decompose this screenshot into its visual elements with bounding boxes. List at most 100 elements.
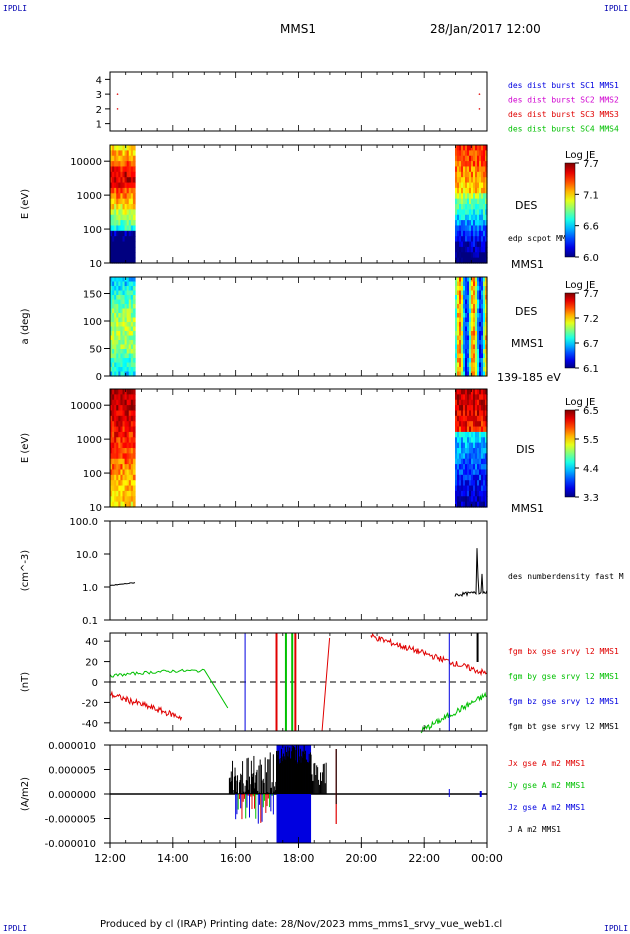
panel-side-label: MMS1 — [511, 502, 544, 515]
y-tick-label: -0.000010 — [45, 839, 96, 850]
colorbar — [564, 292, 576, 369]
spectrogram-3 — [110, 389, 488, 508]
panel-side-label: edp scpot MMS1 — [508, 234, 576, 243]
corner-label-bottom-right: IPDLI — [604, 924, 629, 933]
colorbar-tick-label: 6.0 — [583, 253, 599, 264]
y-tick-label: 0.1 — [82, 616, 98, 627]
legend-field: fgm bz gse srvy l2 MMS1 — [508, 697, 619, 706]
colorbar — [564, 162, 576, 258]
y-tick-label: 0.000010 — [48, 741, 96, 752]
colorbar-tick-label: 7.2 — [583, 314, 599, 325]
y-tick-label: 2 — [96, 105, 102, 116]
colorbar-tick-label: 4.4 — [583, 464, 599, 475]
spectrogram-1 — [110, 145, 488, 264]
legend-field: fgm bx gse srvy l2 MMS1 — [508, 647, 619, 656]
y-tick-label: 10000 — [70, 157, 102, 168]
colorbar-tick-label: 6.6 — [583, 222, 599, 233]
colorbar-tick-label: 7.7 — [583, 159, 599, 170]
legend-burst: des dist burst SC1 MMS1 — [508, 81, 619, 90]
y-tick-label: 0 — [92, 678, 98, 689]
panel-frame-0 — [109, 71, 488, 132]
y-axis-label: E (eV) — [20, 433, 31, 463]
series-bx-late — [370, 633, 487, 677]
y-tick-label: 1000 — [77, 191, 102, 202]
y-tick-label: 0 — [96, 372, 102, 383]
y-axis-label: (A/m2) — [20, 777, 31, 811]
series-bx-early — [109, 690, 183, 721]
colorbar-tick-label: 7.1 — [583, 190, 599, 201]
y-tick-label: 150 — [83, 290, 102, 301]
series-by-early — [109, 668, 229, 709]
y-tick-label: 10.0 — [76, 550, 98, 561]
colorbar-title: Log JE — [565, 397, 595, 408]
legend-current: Jz gse A m2 MMS1 — [508, 803, 585, 812]
legend-burst: des dist burst SC2 MMS2 — [508, 96, 619, 105]
y-tick-label: 0.000005 — [48, 766, 96, 777]
x-tick-label: 00:00 — [471, 852, 503, 865]
series-by-late — [420, 691, 487, 734]
page-title: MMS1 — [280, 22, 316, 36]
colorbar-tick-label: 3.3 — [583, 493, 599, 504]
y-tick-label: 50 — [89, 345, 102, 356]
panel-frame-3 — [109, 388, 488, 508]
panel-frame-1 — [109, 144, 488, 264]
y-tick-label: 40 — [85, 637, 98, 648]
y-axis-label: E (eV) — [20, 189, 31, 219]
y-axis-label: (nT) — [20, 672, 31, 692]
x-tick-label: 22:00 — [408, 852, 440, 865]
x-tick-label: 12:00 — [94, 852, 126, 865]
colorbar-title: Log JE — [565, 280, 595, 291]
panel-side-label: DES — [515, 305, 537, 318]
legend-current: Jy gse A m2 MMS1 — [508, 781, 585, 790]
legend-current: J A m2 MMS1 — [508, 825, 561, 834]
y-tick-label: 10 — [89, 503, 102, 514]
y-tick-label: 1 — [96, 120, 102, 131]
y-tick-label: 10000 — [70, 401, 102, 412]
y-tick-label: 100 — [83, 225, 102, 236]
burst-point — [116, 93, 119, 95]
burst-point — [116, 108, 119, 110]
y-tick-label: 100 — [83, 317, 102, 328]
corner-label-top-right: IPDLI — [604, 4, 629, 13]
series-bx-rise — [321, 637, 331, 732]
y-tick-label: -0.000005 — [45, 815, 96, 826]
y-tick-label: -40 — [82, 719, 98, 730]
colorbar-tick-label: 6.5 — [583, 406, 599, 417]
footer-text: Produced by cl (IRAP) Printing date: 28/… — [100, 919, 503, 930]
legend-burst: des dist burst SC4 MMS4 — [508, 125, 619, 134]
density-series-2 — [454, 548, 488, 597]
y-tick-label: 3 — [96, 90, 102, 101]
corner-label-top-left: IPDLI — [3, 4, 28, 13]
x-tick-label: 18:00 — [283, 852, 315, 865]
x-tick-label: 20:00 — [345, 852, 377, 865]
legend-field: fgm by gse srvy l2 MMS1 — [508, 672, 619, 681]
panel-side-label: MMS1 — [511, 258, 544, 271]
panel-side-label: DIS — [516, 443, 535, 456]
panel-side-label: DES — [515, 199, 537, 212]
y-tick-label: 0.000000 — [48, 790, 96, 801]
colorbar-tick-label: 7.7 — [583, 289, 599, 300]
y-axis-label: a (deg) — [20, 308, 31, 344]
y-tick-label: 10 — [89, 259, 102, 270]
panel-side-label: MMS1 — [511, 337, 544, 350]
x-tick-label: 14:00 — [157, 852, 189, 865]
legend-current: Jx gse A m2 MMS1 — [508, 759, 585, 768]
panel-frame-4 — [109, 520, 488, 621]
y-tick-label: 100.0 — [69, 517, 98, 528]
colorbar-tick-label: 5.5 — [583, 435, 599, 446]
legend-field: fgm bt gse srvy l2 MMS1 — [508, 722, 619, 731]
colorbar-title: Log JE — [565, 150, 595, 161]
colorbar-tick-label: 6.1 — [583, 364, 599, 375]
panel-side-label: 139-185 eV — [497, 371, 561, 384]
y-tick-label: -20 — [82, 698, 98, 709]
panel-frame-2 — [109, 276, 488, 377]
y-axis-label: (cm^-3) — [20, 550, 31, 591]
y-tick-label: 1.0 — [82, 583, 98, 594]
y-tick-label: 4 — [96, 75, 102, 86]
density-series-1 — [109, 582, 136, 586]
y-tick-label: 1000 — [77, 435, 102, 446]
corner-label-bottom-left: IPDLI — [3, 924, 28, 933]
legend-burst: des dist burst SC3 MMS3 — [508, 110, 619, 119]
colorbar-tick-label: 6.7 — [583, 339, 599, 350]
